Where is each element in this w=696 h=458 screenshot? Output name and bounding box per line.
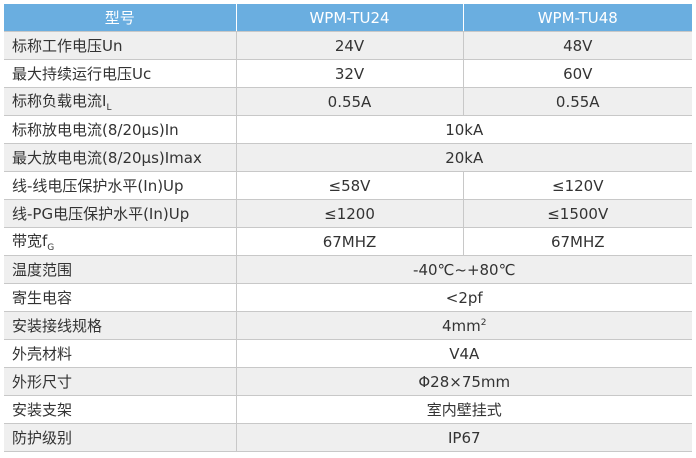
table-row: 外壳材料 V4A [4,339,692,368]
value-cell: <2pf [236,283,692,312]
row-label: 安装接线规格 [4,311,237,340]
row-label: 温度范围 [4,255,237,284]
table-row: 标称工作电压Un 24V 48V [4,31,692,60]
value-cell: ≤120V [463,171,692,200]
header-cell: WPM-TU24 [236,4,464,32]
value-cell: Φ28×75mm [236,367,692,396]
row-label: 标称工作电压Un [4,31,237,60]
value-cell: -40℃~+80℃ [236,255,692,284]
row-label: 最大放电电流(8/20μs)Imax [4,143,237,172]
row-label: 标称放电电流(8/20μs)In [4,115,237,144]
row-label: 最大持续运行电压Uc [4,59,237,88]
value-cell: 4mm2 [236,311,692,340]
table-row: 温度范围 -40℃~+80℃ [4,255,692,284]
subscript: L [106,103,112,113]
value-cell: 67MHZ [463,227,692,256]
table-row: 防护级别 IP67 [4,423,692,452]
value-cell: 20kA [236,143,692,172]
value-cell: ≤1200 [236,199,464,228]
header-cell: 型号 [4,4,237,32]
value-cell: 10kA [236,115,692,144]
value-cell: 32V [236,59,464,88]
value-cell: IP67 [236,423,692,452]
row-label: 外壳材料 [4,339,237,368]
cell-text: 4mm [441,316,481,335]
value-cell: 室内壁挂式 [236,395,692,424]
row-label: 寄生电容 [4,283,237,312]
spec-table: 型号 WPM-TU24 WPM-TU48 标称工作电压Un 24V 48V 最大持续运行电… [4,4,692,452]
row-label: 线-线电压保护水平(In)Up [4,171,237,200]
value-cell: ≤58V [236,171,464,200]
value-cell: 48V [463,31,692,60]
table-row: 外形尺寸 Φ28×75mm [4,367,692,396]
value-cell: ≤1500V [463,199,692,228]
table-row: 带宽fG 67MHZ 67MHZ [4,227,692,256]
table-row: 寄生电容 <2pf [4,283,692,312]
header-row: 型号 WPM-TU24 WPM-TU48 [4,4,692,32]
value-cell: 60V [463,59,692,88]
table-row: 线-PG电压保护水平(In)Up ≤1200 ≤1500V [4,199,692,228]
cell-text: 标称负载电流I [12,92,107,110]
subscript: G [47,243,55,253]
row-label: 安装支架 [4,395,237,424]
row-label: 防护级别 [4,423,237,452]
table-row: 标称放电电流(8/20μs)In 10kA [4,115,692,144]
value-cell: 0.55A [236,87,464,116]
value-cell: 0.55A [463,87,692,116]
table-row: 标称负载电流IL 0.55A 0.55A [4,87,692,116]
value-cell: 67MHZ [236,227,464,256]
table-body: 标称工作电压Un 24V 48V 最大持续运行电压Uc 32V 60V 标称负载电流IL 0.… [4,31,692,452]
row-label: 带宽fG [4,227,237,256]
table-row: 安装支架 室内壁挂式 [4,395,692,424]
row-label: 标称负载电流IL [4,87,237,116]
row-label: 线-PG电压保护水平(In)Up [4,199,237,228]
table-row: 最大持续运行电压Uc 32V 60V [4,59,692,88]
table-row: 最大放电电流(8/20μs)Imax 20kA [4,143,692,172]
header-cell: WPM-TU48 [463,4,692,32]
value-cell: 24V [236,31,464,60]
cell-text: 带宽f [12,232,48,250]
table-row: 线-线电压保护水平(In)Up ≤58V ≤120V [4,171,692,200]
table-row: 安装接线规格 4mm2 [4,311,692,340]
superscript: 2 [480,317,487,328]
value-cell: V4A [236,339,692,368]
row-label: 外形尺寸 [4,367,237,396]
